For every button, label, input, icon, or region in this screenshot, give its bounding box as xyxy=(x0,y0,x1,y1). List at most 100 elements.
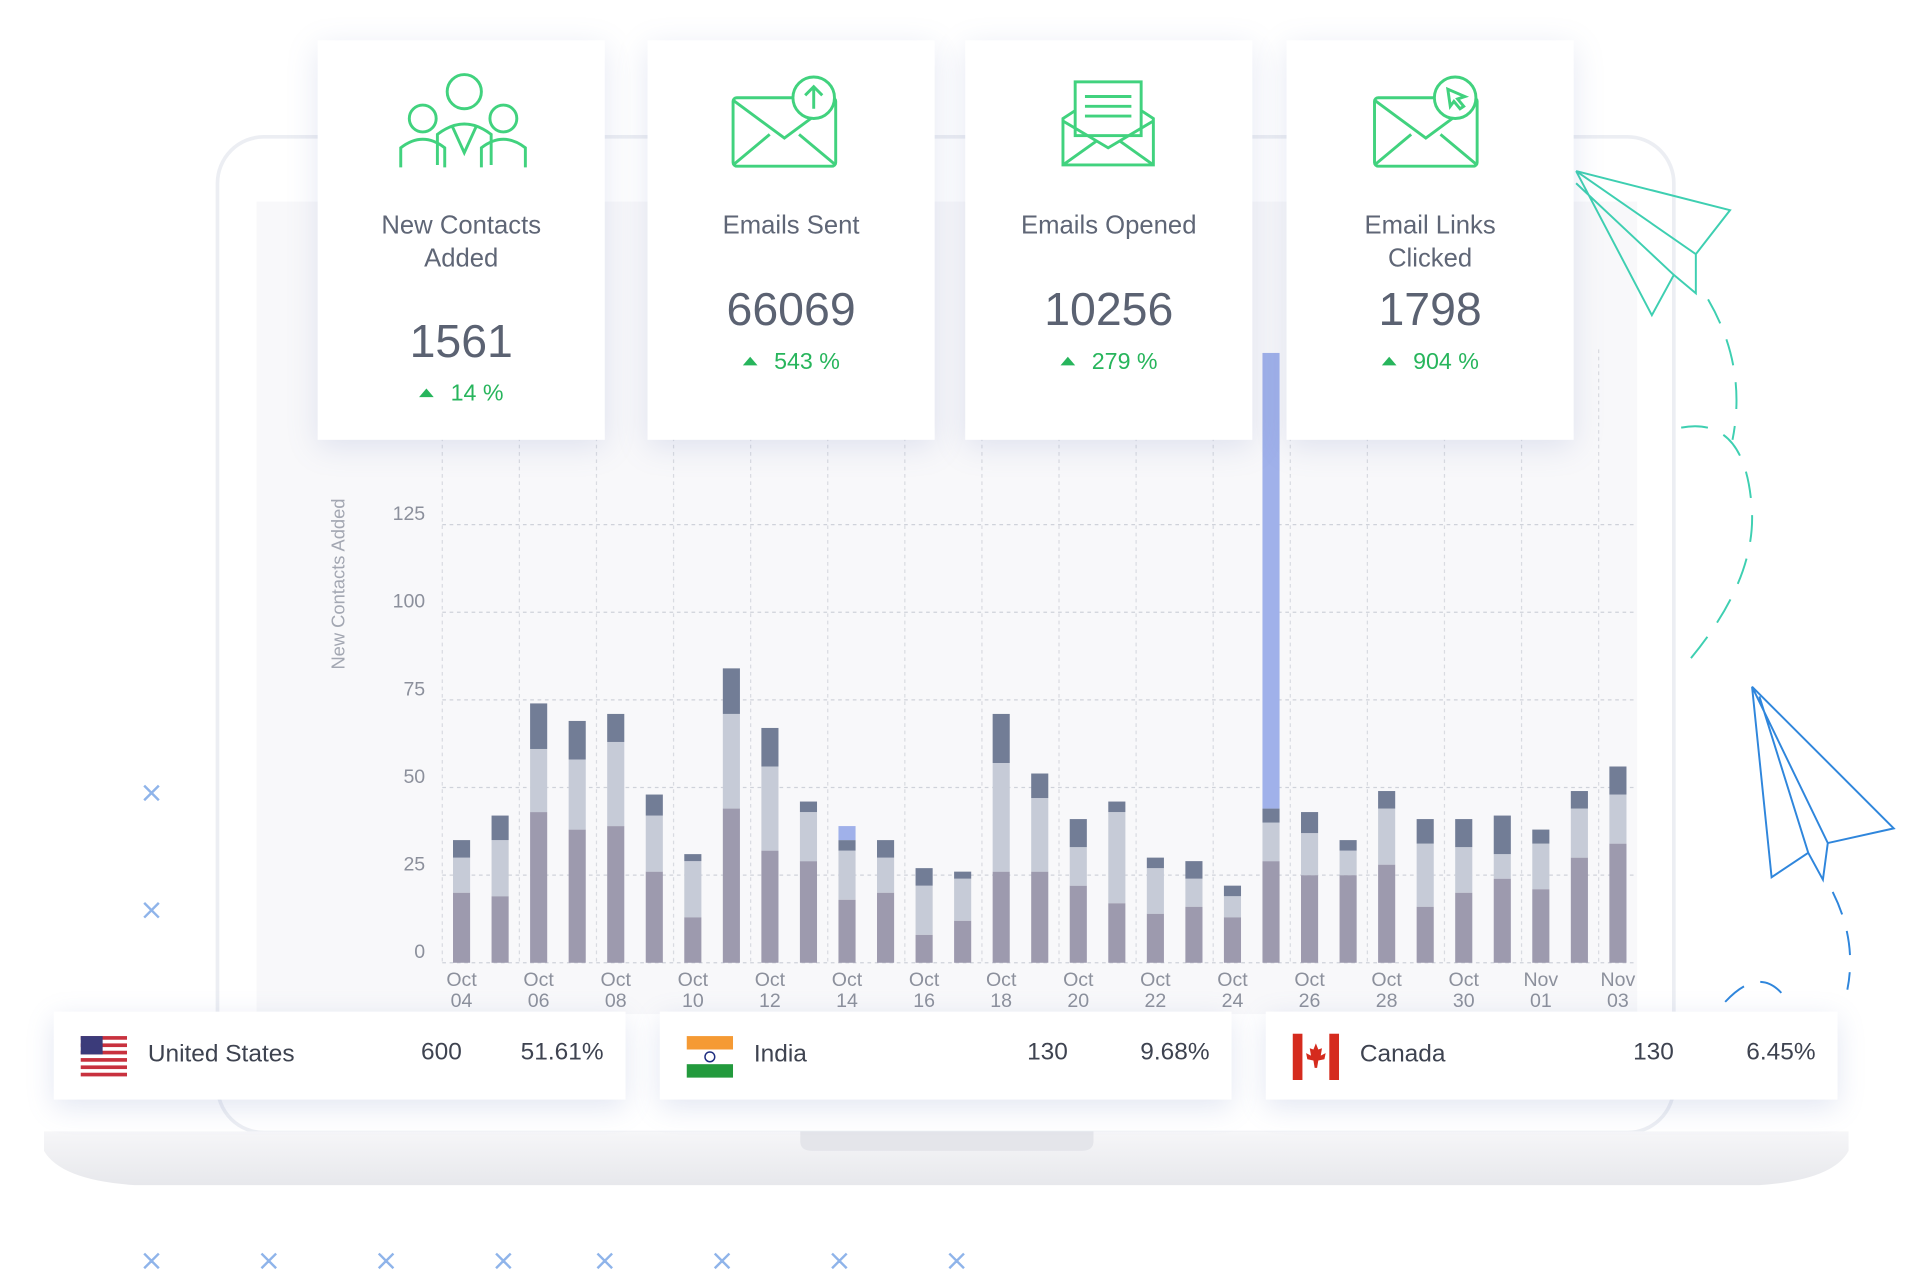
x-labels: Oct 04 Oct 06 Oct 08 Oct 10 Oct 12 Oct 14 Oct … xyxy=(367,0,1638,1288)
bar-segment xyxy=(1609,794,1627,844)
country-row: United States 600 51.61% xyxy=(53,1011,626,1100)
bar-segment xyxy=(877,892,895,963)
bar-segment xyxy=(1532,843,1550,890)
bar-segment xyxy=(684,917,702,963)
y-tick-label: 50 xyxy=(403,766,425,788)
y-tick-label: 0 xyxy=(414,941,425,963)
cross-marks xyxy=(143,784,965,1270)
bar-segment xyxy=(761,766,779,851)
bar-segment xyxy=(915,934,933,963)
bar-segment xyxy=(645,815,663,872)
bar-segment xyxy=(1455,847,1473,893)
paper-plane-teal xyxy=(1575,170,1732,318)
country-count: 130 xyxy=(1633,1038,1674,1066)
y-tick-label: 25 xyxy=(403,854,425,876)
card-value: 1798 xyxy=(1378,284,1482,336)
bar-segment xyxy=(1609,766,1627,795)
x-tick-label: Oct 14 xyxy=(831,970,863,1012)
bar-segment xyxy=(799,861,818,963)
bar-segment xyxy=(722,668,740,714)
card-title: Emails Sent xyxy=(722,211,860,240)
stat-card: Emails Opened 10256 279 % xyxy=(965,40,1253,440)
flag-canada xyxy=(1292,1033,1340,1081)
bar-segment xyxy=(684,861,702,918)
bar-segment xyxy=(491,815,509,841)
laptop-notch xyxy=(800,1131,1094,1151)
bar-segment xyxy=(1262,808,1280,823)
bar-segment xyxy=(761,727,779,767)
bar-segment xyxy=(877,840,895,858)
bar-segment xyxy=(1570,857,1588,963)
stat-card: Emails Sent 66069 543 % xyxy=(647,40,935,440)
card-value: 66069 xyxy=(726,284,856,336)
email-sent-icon xyxy=(731,75,838,168)
bar-segment xyxy=(1378,791,1396,809)
bar-segment xyxy=(1185,906,1203,963)
y-tick-label: 125 xyxy=(393,503,426,525)
bar-segment xyxy=(453,840,471,858)
bar-segment xyxy=(530,812,548,963)
bar-segment xyxy=(1570,791,1588,809)
bar-segment xyxy=(491,840,509,897)
bar-segment xyxy=(1301,812,1319,834)
dash-trail xyxy=(1680,298,1754,671)
bar-segment xyxy=(838,899,856,963)
country-row: India 130 9.68% xyxy=(659,1011,1232,1100)
card-change: 543 % xyxy=(648,349,935,376)
country-row: Canada 130 6.45% xyxy=(1265,1011,1838,1100)
country-name: India xyxy=(753,1040,807,1068)
flag-india xyxy=(686,1036,734,1078)
bar-segment xyxy=(607,826,625,963)
bar-segment xyxy=(607,741,625,827)
card-value: 10256 xyxy=(1044,284,1174,336)
bar-segment xyxy=(530,703,548,749)
y-tick-label: 75 xyxy=(403,678,425,700)
bar-segment xyxy=(1609,843,1627,963)
bar-segment xyxy=(607,713,625,742)
bar-segment xyxy=(954,871,972,879)
bar-segment xyxy=(838,840,856,851)
bar-segment xyxy=(530,748,548,813)
bar-segment xyxy=(1146,868,1164,914)
flag-us xyxy=(80,1036,128,1077)
x-tick-label: Oct 18 xyxy=(985,970,1017,1012)
bar-segment xyxy=(722,713,740,809)
bar-segment xyxy=(1493,815,1511,855)
bar-segment xyxy=(1493,878,1511,963)
bar-segment xyxy=(954,878,972,921)
country-name: Canada xyxy=(1359,1040,1446,1068)
x-tick-label: Oct 24 xyxy=(1217,970,1248,1012)
bar-segment xyxy=(1416,819,1434,844)
email-opened-icon xyxy=(1061,80,1155,167)
bar-segment xyxy=(1455,892,1473,963)
bar-segment xyxy=(1031,871,1049,963)
bar-segment xyxy=(992,762,1010,872)
stat-card: New Contacts Added 1561 14 % xyxy=(317,40,605,440)
x-tick-label: Oct 10 xyxy=(677,970,709,1012)
bar-segment xyxy=(1223,896,1242,918)
x-tick-label: Oct 26 xyxy=(1294,970,1325,1012)
country-count: 130 xyxy=(1027,1038,1068,1066)
bar-segment xyxy=(1378,808,1396,865)
country-count: 600 xyxy=(421,1038,462,1066)
x-tick-label: Oct 12 xyxy=(754,970,786,1012)
x-tick-label: Oct 16 xyxy=(908,970,940,1012)
bar-segment xyxy=(645,794,663,816)
dash-trail-blue xyxy=(1724,891,1852,1003)
bar-segment xyxy=(1455,819,1473,848)
card-title: Email Links Clicked xyxy=(1364,211,1496,273)
country-name: United States xyxy=(147,1040,295,1068)
bar-segment xyxy=(1301,875,1319,963)
bar-segment xyxy=(1532,889,1550,963)
bar-segment xyxy=(1108,801,1126,813)
stat-card: Email Links Clicked 1798 904 % xyxy=(1286,40,1574,440)
bar-segment xyxy=(1108,812,1126,904)
bar-segment xyxy=(453,892,471,963)
bar-segment xyxy=(1570,808,1588,858)
x-tick-label: Nov 03 xyxy=(1600,970,1636,1012)
card-change: 279 % xyxy=(965,349,1252,376)
bars xyxy=(453,352,1627,963)
x-tick-label: Oct 04 xyxy=(446,970,477,1012)
country-share: 51.61% xyxy=(520,1038,604,1066)
